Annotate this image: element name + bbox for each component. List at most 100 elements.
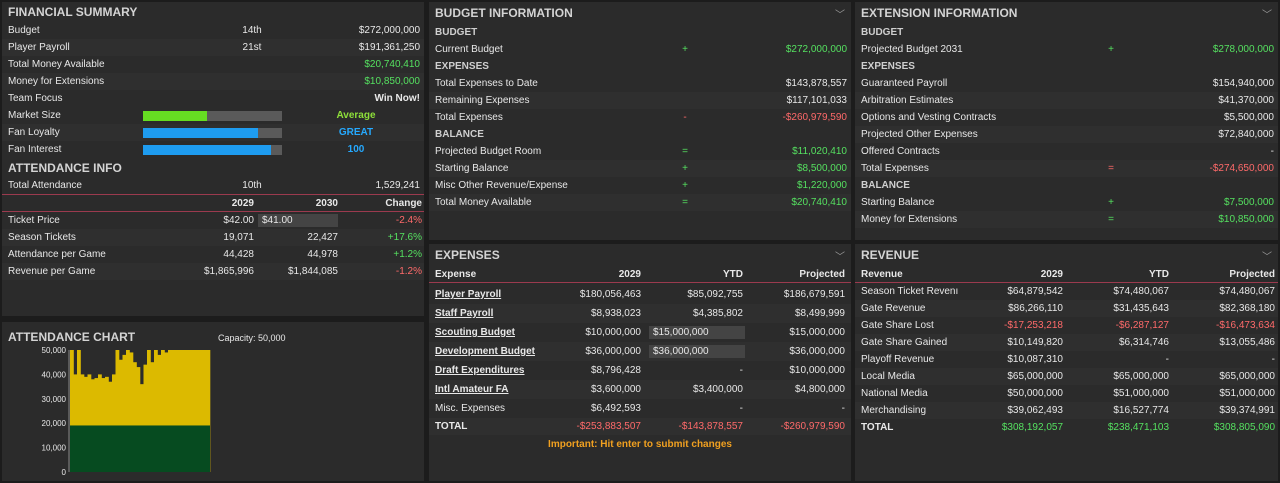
info-row: Guaranteed Payroll $154,940,000 — [855, 75, 1278, 92]
financial-row-rank: 14th — [242, 25, 262, 36]
attendance-chart-title: ATTENDANCE CHART — [8, 330, 136, 344]
col-ytd: YTD — [1149, 269, 1169, 280]
revenue-projected-value: $82,368,180 — [1219, 303, 1275, 314]
revenue-2029-value: $64,879,542 — [1007, 286, 1063, 297]
info-row: Projected Other Expenses $72,840,000 — [855, 126, 1278, 143]
table-row: Gate Share Gained $10,149,820 $6,314,746 $1… — [855, 334, 1278, 351]
chevron-down-icon[interactable]: ﹀ — [1262, 9, 1272, 21]
info-row-label: Total Expenses to Date — [435, 78, 538, 89]
expense-ytd-value: $4,385,802 — [692, 308, 743, 319]
expense-projected-value: - — [841, 403, 845, 414]
info-row-value: $20,740,410 — [791, 197, 847, 208]
info-row-operator: - — [683, 112, 687, 123]
revenue-panel: REVENUE ﹀ Revenue 2029 YTD Projected Seas… — [855, 244, 1278, 481]
attendance-table-header: 2029 2030 Change — [2, 194, 424, 211]
chevron-down-icon[interactable]: ﹀ — [835, 9, 845, 21]
budget-information-panel: BUDGET INFORMATION ﹀ BUDGET Current Budget… — [429, 2, 851, 240]
expense-2029-value: $36,000,000 — [585, 346, 641, 357]
info-row: Total Money Available = $20,740,410 — [429, 194, 851, 211]
y-tick-label: 40,000 — [42, 370, 67, 379]
attendance-bar — [189, 350, 193, 472]
submit-notice-text: Important: Hit enter to submit changes — [548, 439, 732, 450]
attendance-bar — [171, 350, 176, 472]
chevron-down-icon[interactable]: ﹀ — [835, 251, 845, 263]
table-row: Draft Expenditures $8,796,428 - $10,000,000 — [429, 361, 851, 380]
expense-link[interactable]: Draft Expenditures — [435, 365, 525, 376]
attendance-2030-value: $1,844,085 — [287, 266, 338, 277]
extension-information-header: EXTENSION INFORMATION ﹀ — [855, 2, 1278, 24]
attendance-bar — [70, 350, 74, 472]
expense-2029-value: $10,000,000 — [585, 327, 641, 338]
expenses-title: EXPENSES — [435, 248, 500, 262]
revenue-ytd-value: $31,435,643 — [1113, 303, 1169, 314]
attendance-bar — [84, 376, 88, 472]
info-row-label: Options and Vesting Contracts — [861, 112, 997, 123]
col-projected: Projected — [1229, 269, 1275, 280]
expense-ytd-value: $3,400,000 — [692, 384, 743, 395]
expense-link[interactable]: Staff Payroll — [435, 308, 494, 319]
col-expense: Expense — [435, 269, 477, 280]
attendance-bar — [168, 350, 172, 472]
attendance-row-label: Ticket Price — [8, 215, 60, 226]
col-change: Change — [385, 198, 422, 209]
financial-row-label: Money for Extensions — [8, 76, 105, 87]
col-projected: Projected — [799, 269, 845, 280]
revenue-total-row: TOTAL $308,192,057 $238,471,103 $308,805,09… — [855, 419, 1278, 436]
expense-link[interactable]: Development Budget — [435, 346, 536, 357]
total-attendance-label: Total Attendance — [8, 180, 82, 191]
info-row-label: Projected Budget Room — [435, 146, 542, 157]
attendance-bar — [206, 350, 211, 472]
chevron-down-icon[interactable]: ﹀ — [1262, 251, 1272, 263]
info-row-label: Current Budget — [435, 44, 503, 55]
table-row: Scouting Budget $10,000,000 $15,000,000 $15… — [429, 323, 851, 342]
attendance-row: Revenue per Game $1,865,996 $1,844,085 -1.2… — [2, 263, 424, 280]
attendance-bar — [119, 359, 123, 472]
table-row: Misc. Expenses $6,492,593 - - — [429, 399, 851, 418]
revenue-2029-value: $10,149,820 — [1007, 337, 1063, 348]
attendance-chart: 50,000 40,000 30,000 20,000 10,000 0 — [42, 346, 211, 477]
info-row-label: Starting Balance — [861, 197, 935, 208]
budget-information-header: BUDGET INFORMATION ﹀ — [429, 2, 851, 24]
attendance-2029-value: $1,865,996 — [203, 266, 254, 277]
expense-link[interactable]: Player Payroll — [435, 289, 502, 300]
ticket-price-input-value: $41.00 — [262, 215, 293, 226]
attendance-2030-value: 22,427 — [307, 232, 338, 243]
attendance-2030-value: 44,978 — [307, 249, 338, 260]
revenue-ytd-value: $16,527,774 — [1113, 405, 1169, 416]
attendance-change-value: +1.2% — [393, 249, 422, 260]
financial-row-label: Team Focus — [8, 93, 63, 104]
expense-ytd-input[interactable]: $15,000,000 — [649, 326, 745, 339]
revenue-label: Playoff Revenue — [861, 354, 935, 365]
info-row-label: Guaranteed Payroll — [861, 78, 948, 89]
expense-ytd-input[interactable]: $36,000,000 — [649, 345, 745, 358]
y-tick-label: 10,000 — [42, 444, 67, 453]
section-header: BALANCE — [429, 126, 851, 143]
financial-row: Player Payroll 21st $191,361,250 — [2, 39, 424, 56]
capacity-label: Capacity: 50,000 — [218, 333, 286, 343]
extension-information-title: EXTENSION INFORMATION — [861, 6, 1018, 20]
revenue-title: REVENUE — [861, 248, 920, 262]
attendance-bar — [94, 378, 99, 472]
rating-row: Fan Loyalty GREAT — [2, 124, 424, 141]
attendance-2029-value: 44,428 — [223, 249, 254, 260]
revenue-ytd-value: -$6,287,127 — [1115, 320, 1169, 331]
expense-link[interactable]: Scouting Budget — [435, 327, 515, 338]
col-revenue: Revenue — [861, 269, 903, 280]
expenses-total-label: TOTAL — [435, 421, 468, 432]
info-row: Total Expenses - -$260,979,590 — [429, 109, 851, 126]
ticket-price-input[interactable]: $41.00 — [258, 214, 338, 227]
attendance-bar — [77, 350, 81, 472]
attendance-info-title: ATTENDANCE INFO — [8, 160, 122, 175]
rating-bar-fill — [143, 111, 207, 121]
expense-projected-value: $186,679,591 — [783, 289, 845, 300]
expense-ytd-value: - — [739, 403, 743, 414]
attendance-change-value: +17.6% — [387, 232, 422, 243]
attendance-row: Ticket Price $42.00 $41.00 -2.4% — [2, 212, 424, 229]
expense-link[interactable]: Intl Amateur FA — [435, 384, 509, 395]
attendance-2029-value: $42.00 — [223, 215, 254, 226]
financial-row-value: $272,000,000 — [358, 25, 420, 36]
financial-summary-header: FINANCIAL SUMMARY — [2, 2, 424, 22]
financial-row: Team Focus Win Now! — [2, 90, 424, 107]
info-row: Total Expenses = -$274,650,000 — [855, 160, 1278, 177]
revenue-projected-value: $65,000,000 — [1219, 371, 1275, 382]
